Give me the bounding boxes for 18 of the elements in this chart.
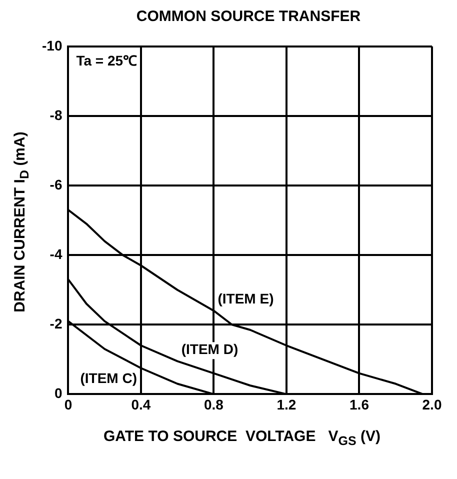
- x-tick-label: 0: [64, 396, 72, 412]
- x-tick-label: 1.6: [350, 396, 370, 412]
- chart-title: COMMON SOURCE TRANSFER: [135, 8, 362, 27]
- x-tick-label: 0.8: [204, 396, 224, 412]
- x-tick-label: 1.2: [276, 396, 296, 412]
- y-tick-label: -8: [50, 106, 62, 123]
- x-axis-title: GATE TO SOURCE VOLTAGE V$_{GS}$ (V): [102, 428, 382, 448]
- y-tick-label: -4: [50, 246, 62, 262]
- y-tick-label: -6: [50, 176, 62, 192]
- x-tick-label: 0.4: [131, 396, 151, 412]
- annotation: Ta = 25℃: [76, 52, 138, 68]
- y-tick-label: 0: [54, 385, 62, 402]
- y-tick-label: -2: [50, 316, 62, 332]
- series-label: (ITEM E): [218, 290, 274, 307]
- series-label: (ITEM C): [80, 370, 137, 386]
- series-label: (ITEM D): [181, 341, 238, 358]
- y-tick-label: -10: [42, 37, 62, 54]
- x-tick-label: 2.0: [422, 396, 442, 412]
